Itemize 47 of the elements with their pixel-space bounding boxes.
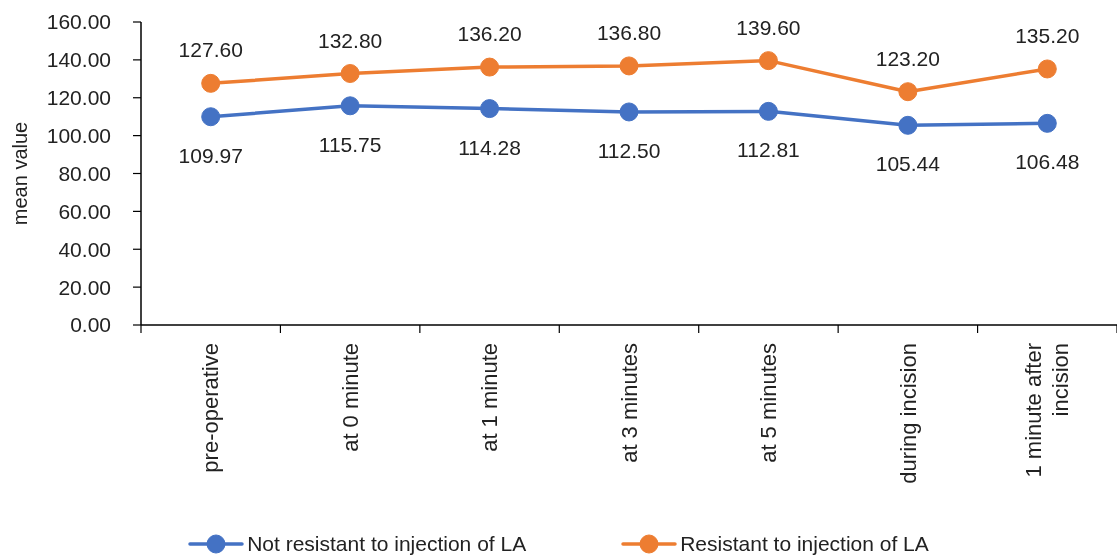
y-axis-title: mean value [9, 121, 31, 226]
data-label: 132.80 [318, 28, 383, 52]
data-label: 106.48 [1015, 150, 1080, 174]
data-label: 123.20 [875, 46, 940, 70]
data-label: 136.80 [596, 20, 662, 44]
x-tick-label: during incision [895, 343, 921, 484]
y-tick-label: 120.00 [46, 86, 111, 110]
point [619, 102, 639, 122]
point [758, 101, 778, 121]
data-label: 112.50 [597, 138, 661, 162]
point [201, 107, 221, 127]
y-tick-label: 160.00 [46, 10, 111, 34]
point [1037, 59, 1057, 79]
data-label: 136.20 [457, 22, 522, 46]
x-tick-label: at 1 minute [477, 343, 503, 452]
data-label: 114.28 [458, 135, 521, 159]
x-tick-label: at 3 minutes [616, 343, 642, 463]
point [898, 82, 918, 102]
y-tick-label: 0.00 [70, 313, 111, 337]
data-label: 109.97 [178, 143, 243, 167]
point [480, 57, 500, 77]
data-label: 112.81 [737, 138, 800, 162]
data-label: 127.60 [178, 38, 243, 62]
data-label: 105.44 [875, 152, 941, 176]
y-tick-label: 20.00 [58, 275, 111, 299]
x-tick-label: 1 minute after incision [1021, 343, 1074, 478]
y-tick-label: 100.00 [46, 124, 111, 148]
data-label: 115.75 [318, 132, 382, 156]
x-tick-label: at 5 minutes [756, 343, 782, 463]
y-tick-label: 40.00 [58, 237, 111, 261]
point [758, 51, 778, 71]
point [480, 99, 500, 119]
legend-label: Not resistant to injection of LA [247, 532, 527, 556]
y-tick-label: 60.00 [58, 199, 111, 223]
point [1037, 113, 1057, 133]
point [898, 115, 918, 135]
x-tick-label: at 0 minute [337, 343, 363, 452]
point [619, 56, 639, 76]
y-tick-label: 140.00 [46, 48, 111, 72]
legend-label: Resistant to injection of LA [680, 532, 929, 556]
x-tick-label: pre-operative [198, 343, 224, 473]
point [340, 96, 360, 116]
data-label: 139.60 [736, 15, 801, 39]
data-label: 135.20 [1015, 23, 1080, 47]
point [201, 73, 221, 93]
y-tick-label: 80.00 [58, 161, 111, 185]
point [340, 64, 360, 84]
